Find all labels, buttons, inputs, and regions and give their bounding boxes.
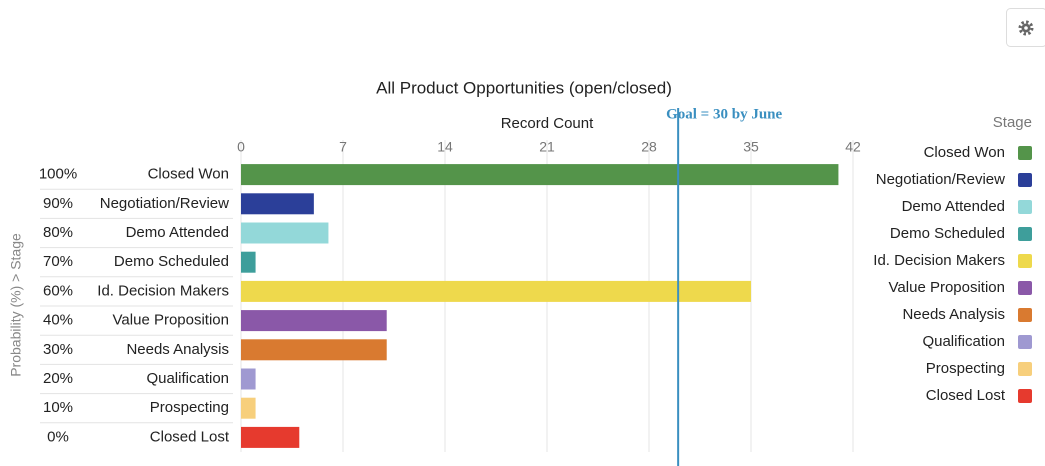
legend-label: Closed Won: [924, 144, 1005, 161]
group-label: 10%: [43, 399, 73, 416]
y-tick-label: Closed Lost: [150, 428, 230, 445]
legend-label: Value Proposition: [889, 279, 1005, 296]
legend-swatch: [1018, 335, 1032, 349]
y-tick-label: Closed Won: [148, 166, 229, 183]
group-label: 80%: [43, 224, 73, 241]
x-axis-title: Record Count: [501, 115, 594, 132]
bar: [241, 164, 839, 186]
legend-title: Stage: [993, 114, 1032, 131]
group-label: 20%: [43, 370, 73, 387]
chart-title: All Product Opportunities (open/closed): [376, 78, 672, 97]
group-label: 60%: [43, 282, 73, 299]
bar: [241, 339, 387, 361]
bar: [241, 193, 314, 215]
x-tick-label: 7: [339, 139, 347, 155]
x-tick-label: 14: [437, 139, 453, 155]
legend-label: Qualification: [922, 333, 1005, 350]
goal-label: Goal = 30 by June: [666, 106, 782, 122]
legend-label: Demo Attended: [902, 198, 1005, 215]
legend-swatch: [1018, 389, 1032, 403]
legend-swatch: [1018, 173, 1032, 187]
group-label: 70%: [43, 253, 73, 270]
group-label: 0%: [47, 428, 69, 445]
group-label: 30%: [43, 341, 73, 358]
bar: [241, 222, 329, 244]
legend-label: Demo Scheduled: [890, 225, 1005, 242]
group-label: 40%: [43, 312, 73, 329]
y-tick-label: Id. Decision Makers: [97, 282, 229, 299]
x-tick-label: 28: [641, 139, 657, 155]
y-tick-label: Prospecting: [150, 399, 229, 416]
bar: [241, 310, 387, 332]
legend-label: Negotiation/Review: [876, 171, 1005, 188]
y-tick-label: Qualification: [146, 370, 229, 387]
legend-swatch: [1018, 281, 1032, 295]
y-tick-label: Needs Analysis: [126, 341, 229, 358]
legend-swatch: [1018, 200, 1032, 214]
y-tick-label: Negotiation/Review: [100, 195, 229, 212]
group-label: 90%: [43, 195, 73, 212]
legend-swatch: [1018, 362, 1032, 376]
y-axis-title: Probability (%) > Stage: [8, 233, 24, 377]
x-tick-label: 0: [237, 139, 245, 155]
x-tick-label: 42: [845, 139, 861, 155]
y-tick-label: Demo Attended: [126, 224, 229, 241]
legend-swatch: [1018, 254, 1032, 268]
x-tick-label: 35: [743, 139, 759, 155]
bar: [241, 397, 256, 419]
legend-label: Needs Analysis: [902, 306, 1005, 323]
settings-button[interactable]: [1006, 8, 1045, 47]
y-tick-label: Value Proposition: [113, 312, 229, 329]
legend-label: Id. Decision Makers: [873, 252, 1005, 269]
bar: [241, 251, 256, 273]
legend-label: Closed Lost: [926, 387, 1006, 404]
legend-label: Prospecting: [926, 360, 1005, 377]
legend-swatch: [1018, 146, 1032, 160]
legend-swatch: [1018, 227, 1032, 241]
y-tick-label: Demo Scheduled: [114, 253, 229, 270]
bar: [241, 368, 256, 390]
group-label: 100%: [39, 166, 77, 183]
bar: [241, 426, 300, 448]
x-tick-label: 21: [539, 139, 555, 155]
legend-swatch: [1018, 308, 1032, 322]
bar: [241, 280, 751, 302]
